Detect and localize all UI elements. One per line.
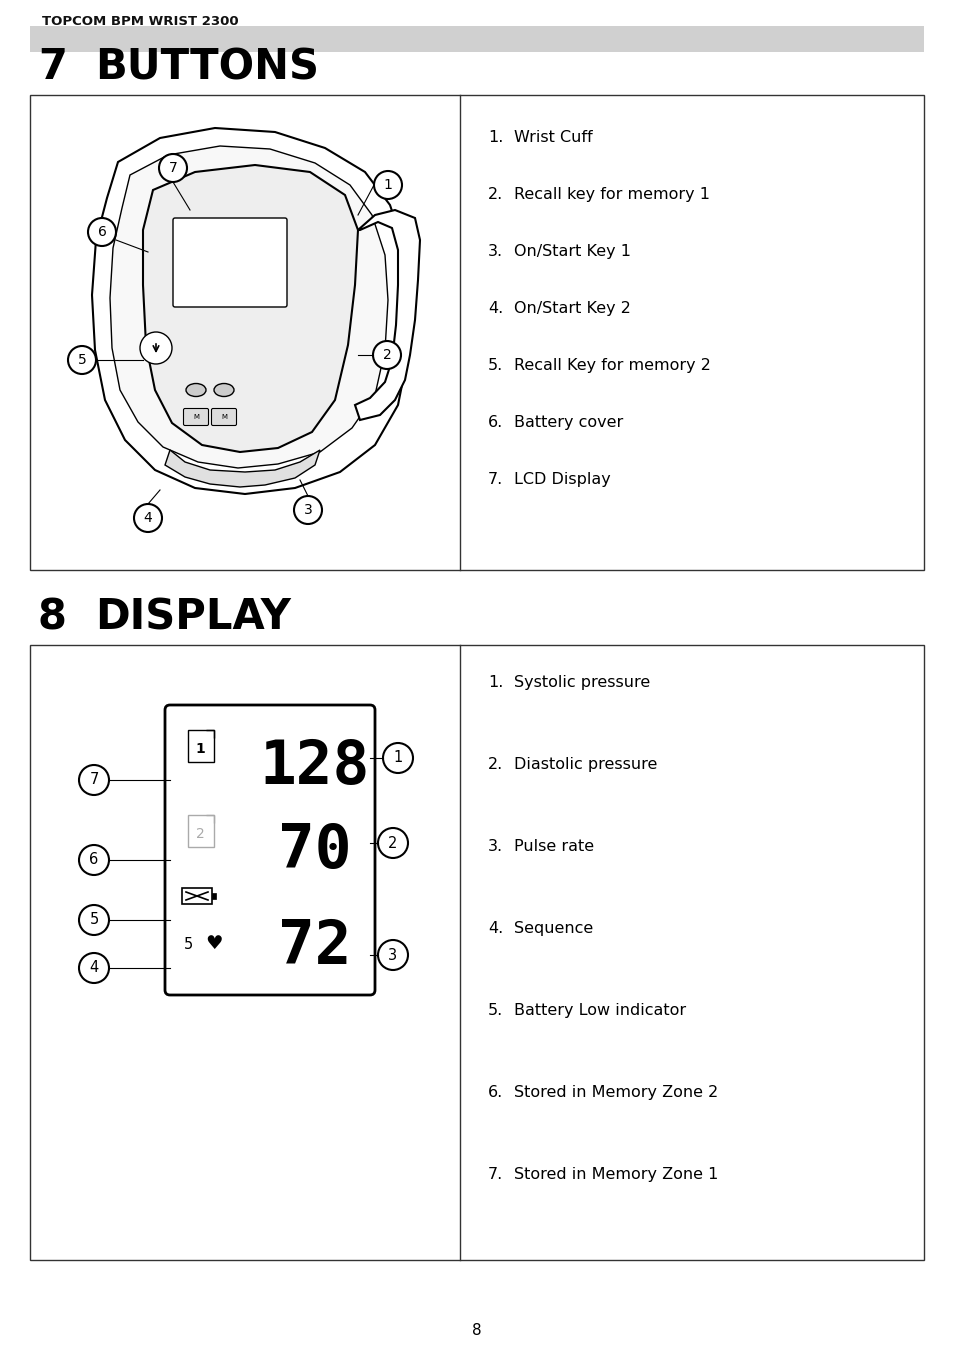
PathPatch shape (165, 450, 319, 486)
Text: 5: 5 (90, 912, 98, 928)
Ellipse shape (213, 384, 233, 396)
Text: 6.: 6. (488, 415, 503, 430)
Circle shape (133, 504, 162, 532)
PathPatch shape (91, 128, 410, 494)
Circle shape (79, 765, 109, 794)
FancyBboxPatch shape (212, 893, 215, 898)
Circle shape (79, 844, 109, 875)
Circle shape (140, 332, 172, 363)
Text: 3: 3 (303, 503, 312, 517)
Text: Recall key for memory 1: Recall key for memory 1 (514, 186, 709, 203)
Text: Battery Low indicator: Battery Low indicator (514, 1002, 685, 1019)
FancyBboxPatch shape (183, 408, 209, 426)
Circle shape (88, 218, 116, 246)
Circle shape (68, 346, 96, 374)
FancyBboxPatch shape (165, 705, 375, 994)
Text: ♥: ♥ (205, 934, 222, 952)
Circle shape (382, 743, 413, 773)
FancyBboxPatch shape (182, 888, 212, 904)
Text: 8: 8 (472, 1323, 481, 1337)
Text: 4: 4 (144, 511, 152, 526)
Text: Stored in Memory Zone 1: Stored in Memory Zone 1 (514, 1167, 718, 1182)
Text: Diastolic pressure: Diastolic pressure (514, 757, 657, 771)
FancyBboxPatch shape (212, 408, 236, 426)
FancyBboxPatch shape (30, 644, 923, 1260)
Text: 6: 6 (90, 852, 98, 867)
Text: 6.: 6. (488, 1085, 503, 1100)
Text: 3: 3 (388, 947, 397, 962)
Text: BUTTONS: BUTTONS (95, 46, 318, 88)
Text: 6: 6 (97, 226, 107, 239)
FancyBboxPatch shape (188, 815, 213, 847)
Text: Sequence: Sequence (514, 921, 593, 936)
Text: Stored in Memory Zone 2: Stored in Memory Zone 2 (514, 1085, 718, 1100)
FancyBboxPatch shape (188, 730, 213, 762)
Text: LCD Display: LCD Display (514, 471, 610, 486)
Circle shape (373, 340, 400, 369)
Text: 1: 1 (393, 751, 402, 766)
FancyBboxPatch shape (172, 218, 287, 307)
Circle shape (79, 952, 109, 984)
Text: 3.: 3. (488, 839, 502, 854)
Text: 72: 72 (278, 917, 352, 977)
Text: 3.: 3. (488, 245, 502, 259)
Text: Systolic pressure: Systolic pressure (514, 676, 650, 690)
Text: 128: 128 (259, 738, 370, 797)
Text: 5: 5 (183, 938, 193, 952)
Circle shape (79, 905, 109, 935)
Text: 4.: 4. (488, 921, 503, 936)
Text: On/Start Key 1: On/Start Key 1 (514, 245, 630, 259)
Text: 7: 7 (38, 46, 67, 88)
Text: 7.: 7. (488, 471, 503, 486)
Text: 1: 1 (383, 178, 392, 192)
Text: 2: 2 (382, 349, 391, 362)
Text: 70: 70 (278, 821, 352, 881)
FancyBboxPatch shape (30, 26, 923, 51)
Circle shape (374, 172, 401, 199)
Text: 4.: 4. (488, 301, 503, 316)
FancyBboxPatch shape (30, 95, 923, 570)
Text: On/Start Key 2: On/Start Key 2 (514, 301, 630, 316)
Text: Recall Key for memory 2: Recall Key for memory 2 (514, 358, 710, 373)
Text: M: M (193, 413, 199, 420)
PathPatch shape (110, 146, 388, 467)
Text: 5.: 5. (488, 358, 503, 373)
Ellipse shape (186, 384, 206, 396)
Text: Pulse rate: Pulse rate (514, 839, 594, 854)
Text: 4: 4 (90, 961, 98, 975)
Text: 7: 7 (169, 161, 177, 176)
Text: 5: 5 (77, 353, 87, 367)
Text: 2.: 2. (488, 757, 503, 771)
Text: 2: 2 (195, 827, 204, 842)
Text: 8: 8 (38, 596, 67, 638)
Circle shape (159, 154, 187, 182)
Text: 7.: 7. (488, 1167, 503, 1182)
Text: 7: 7 (90, 773, 98, 788)
Text: 2.: 2. (488, 186, 503, 203)
Text: Battery cover: Battery cover (514, 415, 622, 430)
Circle shape (377, 828, 408, 858)
Text: 2: 2 (388, 835, 397, 851)
PathPatch shape (355, 209, 419, 420)
Text: 1.: 1. (488, 130, 503, 145)
Circle shape (377, 940, 408, 970)
Text: 1: 1 (195, 742, 205, 757)
PathPatch shape (143, 165, 357, 453)
Text: Wrist Cuff: Wrist Cuff (514, 130, 592, 145)
Text: TOPCOM BPM WRIST 2300: TOPCOM BPM WRIST 2300 (42, 15, 238, 28)
Text: 5.: 5. (488, 1002, 503, 1019)
Text: M: M (221, 413, 227, 420)
Circle shape (294, 496, 322, 524)
Text: 1.: 1. (488, 676, 503, 690)
Text: DISPLAY: DISPLAY (95, 596, 291, 638)
